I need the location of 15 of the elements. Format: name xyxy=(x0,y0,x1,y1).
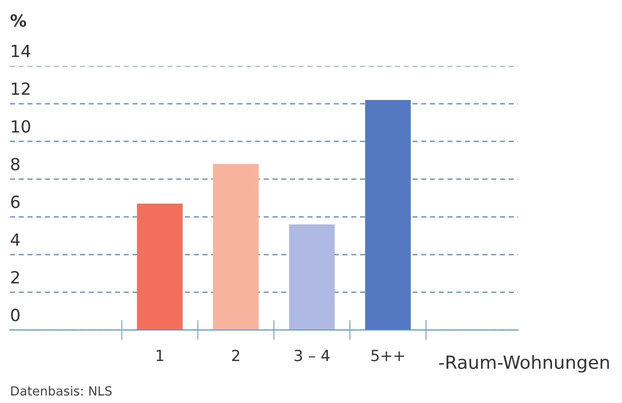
x-tick-label: 1 xyxy=(156,350,164,362)
y-tick-label: 8 xyxy=(11,158,20,170)
y-tick-label: 10 xyxy=(12,120,30,133)
y-tick-label: 2 xyxy=(11,270,19,284)
y-tick-label: 12 xyxy=(12,82,30,95)
x-tick-label: 5++ xyxy=(371,350,404,362)
x-tick-label: 3 – 4 xyxy=(294,350,330,362)
y-axis-title: % xyxy=(10,14,26,27)
x-axis-title: -Raum-Wohnungen xyxy=(439,355,609,373)
text: Datenbasis: NLS xyxy=(11,386,112,396)
y-tick-label: 4 xyxy=(10,233,20,246)
y-tick-label: 14 xyxy=(12,44,30,58)
y-tick-label: 6 xyxy=(11,196,20,208)
y-tick-label: 0 xyxy=(11,308,20,322)
x-tick-label: 2 xyxy=(232,350,240,362)
